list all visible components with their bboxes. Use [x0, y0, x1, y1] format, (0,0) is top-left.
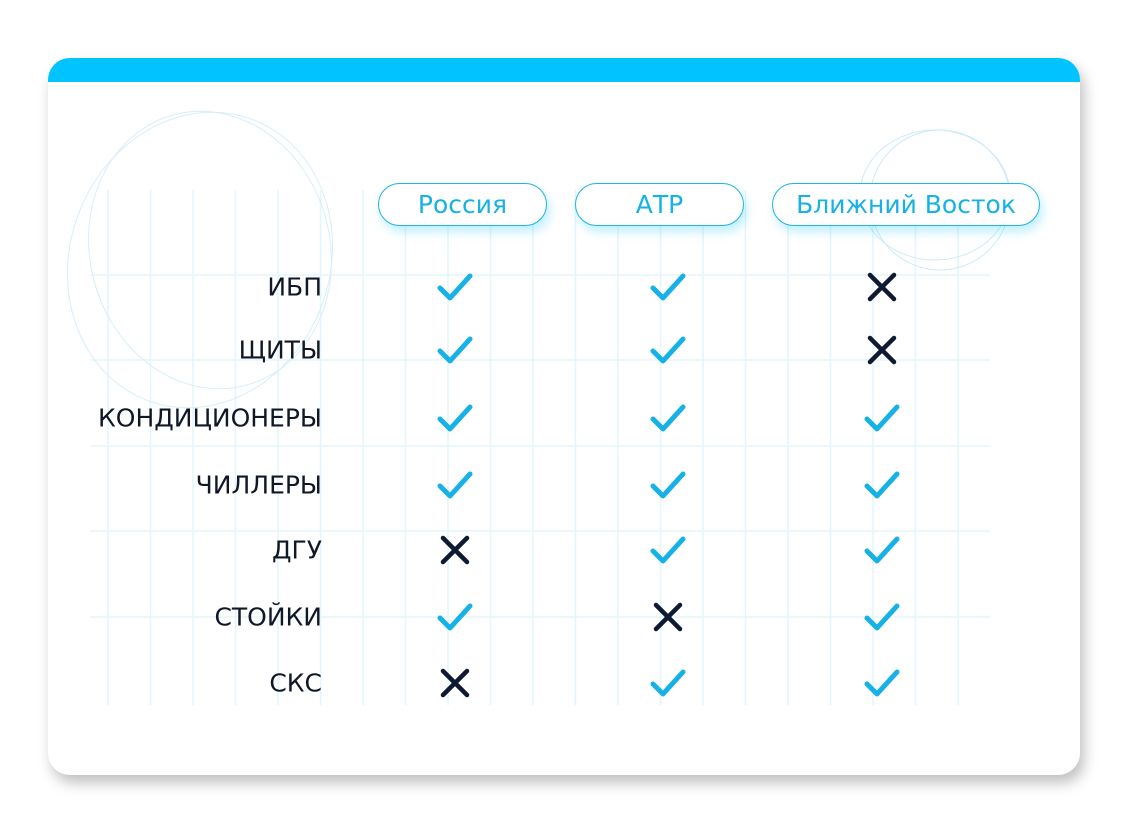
row-label: ЧИЛЛЕРЫ — [195, 470, 322, 500]
row-label: ИБП — [267, 272, 322, 302]
row-label: СКС — [269, 668, 322, 698]
cross-icon — [862, 330, 902, 370]
column-header-middle-east: Ближний Восток — [772, 183, 1040, 226]
row-label: СТОЙКИ — [214, 602, 322, 632]
check-icon — [435, 267, 475, 307]
card-top-bar — [48, 58, 1080, 82]
check-icon — [648, 330, 688, 370]
check-icon — [648, 465, 688, 505]
decor-circle — [88, 110, 332, 390]
check-icon — [648, 530, 688, 570]
check-icon — [862, 465, 902, 505]
comparison-card — [48, 58, 1080, 775]
cross-icon — [435, 663, 475, 703]
check-icon — [648, 267, 688, 307]
row-label: ЩИТЫ — [238, 335, 322, 365]
check-icon — [435, 597, 475, 637]
decor-circle — [869, 129, 1011, 271]
check-icon — [435, 398, 475, 438]
column-header-russia: Россия — [378, 183, 547, 226]
cross-icon — [862, 267, 902, 307]
check-icon — [862, 597, 902, 637]
cross-icon — [648, 597, 688, 637]
row-label: КОНДИЦИОНЕРЫ — [98, 403, 322, 433]
check-icon — [862, 398, 902, 438]
decor-circle — [67, 111, 333, 409]
check-icon — [648, 398, 688, 438]
row-label: ДГУ — [271, 535, 322, 565]
check-icon — [435, 330, 475, 370]
check-icon — [648, 663, 688, 703]
column-header-apac: АТР — [575, 183, 744, 226]
check-icon — [862, 530, 902, 570]
check-icon — [862, 663, 902, 703]
cross-icon — [435, 530, 475, 570]
check-icon — [435, 465, 475, 505]
